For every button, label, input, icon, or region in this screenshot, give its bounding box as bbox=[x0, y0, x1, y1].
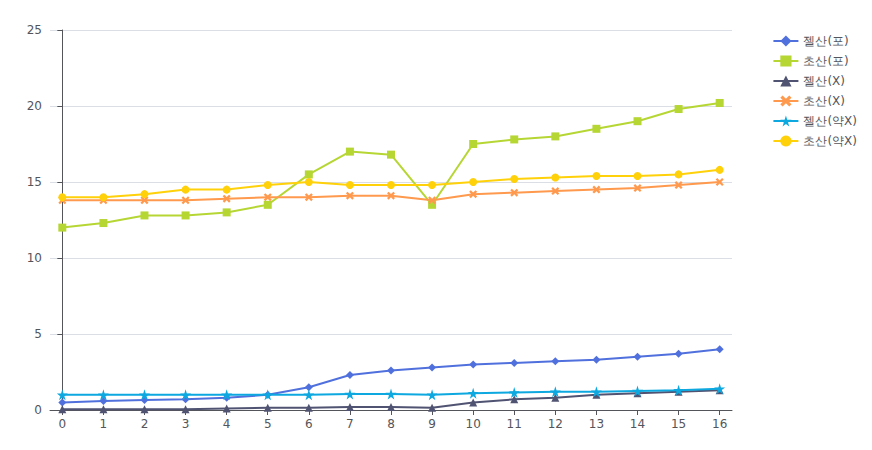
svg-text:8: 8 bbox=[387, 417, 395, 431]
svg-text:0: 0 bbox=[59, 417, 67, 431]
svg-text:2: 2 bbox=[141, 417, 149, 431]
svg-text:10: 10 bbox=[466, 417, 481, 431]
svg-text:3: 3 bbox=[182, 417, 190, 431]
svg-text:25: 25 bbox=[27, 23, 42, 37]
svg-text:10: 10 bbox=[27, 251, 42, 265]
svg-text:1: 1 bbox=[100, 417, 108, 431]
svg-text:7: 7 bbox=[346, 417, 354, 431]
svg-text:5: 5 bbox=[264, 417, 272, 431]
svg-text:11: 11 bbox=[507, 417, 522, 431]
svg-text:15: 15 bbox=[671, 417, 686, 431]
svg-text:6: 6 bbox=[305, 417, 313, 431]
svg-text:초산(약X): 초산(약X) bbox=[803, 134, 857, 148]
svg-text:5: 5 bbox=[34, 327, 42, 341]
svg-text:젤산(약X): 젤산(약X) bbox=[803, 114, 857, 128]
svg-text:초산(X): 초산(X) bbox=[803, 94, 845, 108]
svg-text:젤산(X): 젤산(X) bbox=[803, 74, 845, 88]
svg-text:초산(포): 초산(포) bbox=[803, 54, 848, 68]
svg-text:15: 15 bbox=[27, 175, 42, 189]
svg-text:젤산(포): 젤산(포) bbox=[803, 34, 848, 48]
svg-text:9: 9 bbox=[428, 417, 436, 431]
svg-text:4: 4 bbox=[223, 417, 231, 431]
svg-text:12: 12 bbox=[548, 417, 563, 431]
svg-text:20: 20 bbox=[27, 99, 42, 113]
svg-text:0: 0 bbox=[34, 403, 42, 417]
svg-text:14: 14 bbox=[630, 417, 645, 431]
svg-text:13: 13 bbox=[589, 417, 604, 431]
svg-text:16: 16 bbox=[712, 417, 727, 431]
